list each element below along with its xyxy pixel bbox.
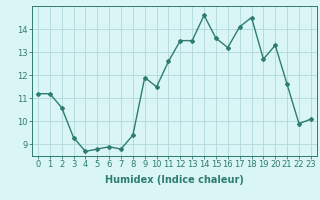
X-axis label: Humidex (Indice chaleur): Humidex (Indice chaleur)	[105, 175, 244, 185]
